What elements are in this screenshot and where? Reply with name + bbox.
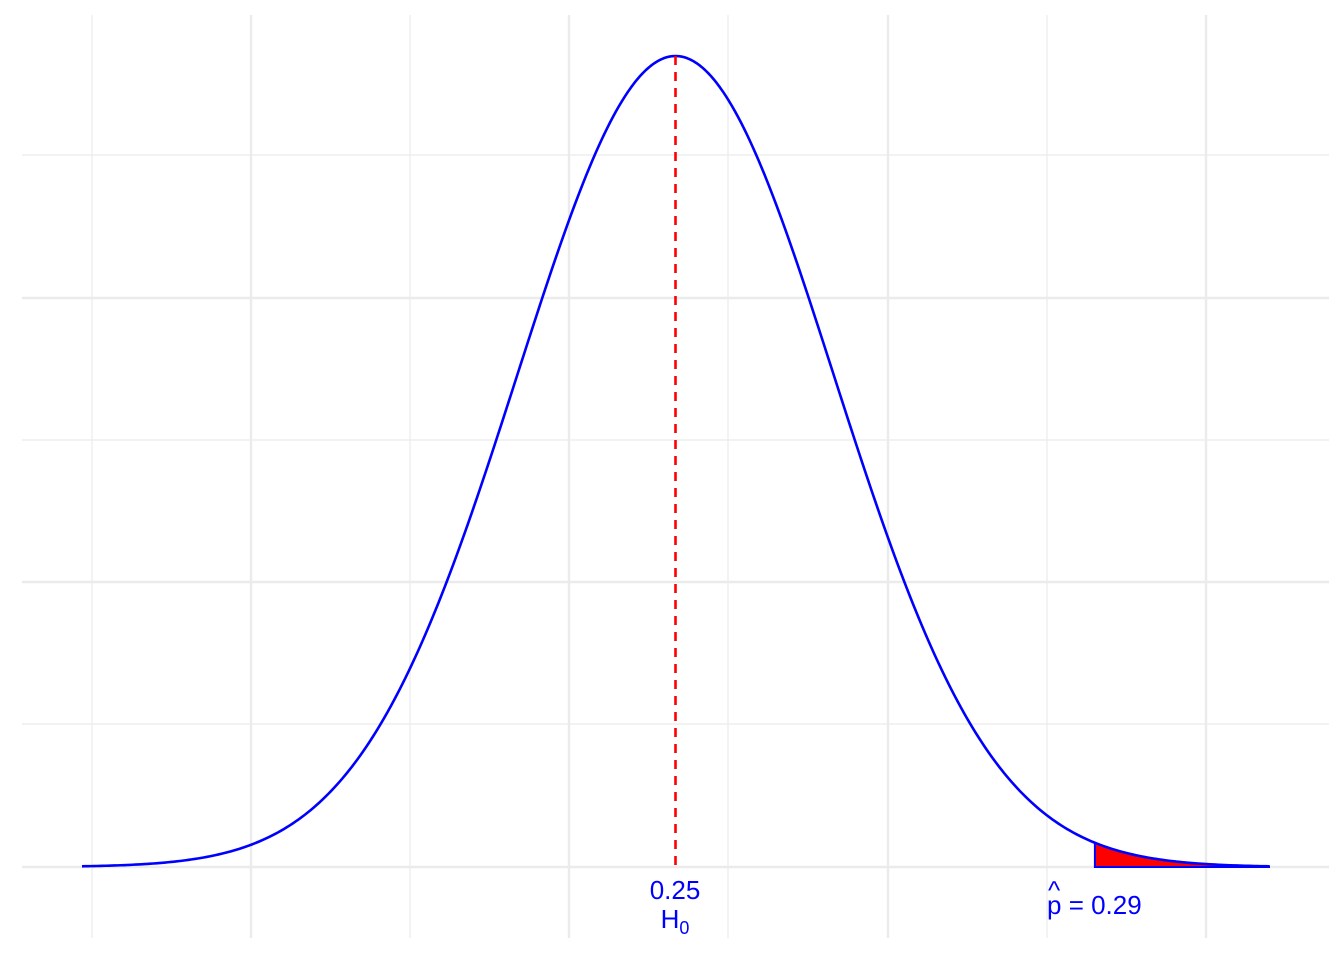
h0-letter: H — [661, 904, 680, 934]
phat-hat: ^ — [1048, 875, 1061, 905]
phat-value: = 0.29 — [1061, 890, 1141, 920]
phat-label: p = 0.29 — [1047, 890, 1142, 920]
h0-value-label: 0.25 — [650, 875, 701, 905]
h0-subscript: 0 — [679, 918, 689, 938]
h0-label: H0 — [661, 904, 690, 938]
phat-symbol: p — [1047, 890, 1061, 920]
